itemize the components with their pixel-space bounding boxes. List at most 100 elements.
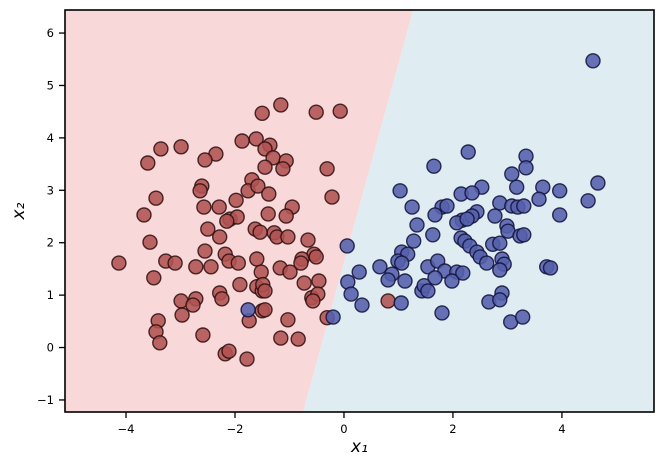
scatter-point-class-red <box>142 234 158 250</box>
x-tick-label: 0 <box>340 422 347 436</box>
scatter-point-class-red <box>296 275 312 291</box>
y-tick-label: 0 <box>47 341 54 355</box>
scatter-point-class-blue <box>492 292 508 308</box>
scatter-point-class-blue <box>504 166 520 182</box>
scatter-point-class-red <box>273 97 289 113</box>
scatter-point-class-red <box>324 189 340 205</box>
scatter-point-class-blue <box>339 238 355 254</box>
scatter-point-class-red <box>253 264 269 280</box>
scatter-point-class-red <box>293 255 309 271</box>
scatter-point-class-blue <box>439 198 455 214</box>
scatter-point-class-blue <box>580 193 596 209</box>
scatter-point-class-blue <box>531 191 547 207</box>
scatter-point-class-blue <box>425 227 441 243</box>
scatter-point-class-blue <box>516 227 532 243</box>
scatter-point-class-blue <box>427 270 443 286</box>
scatter-point-class-blue <box>392 183 408 199</box>
scatter-point-class-blue <box>585 53 601 69</box>
scatter-point-class-blue <box>515 309 531 325</box>
y-tick-label: 6 <box>47 26 54 40</box>
scatter-point-class-red <box>257 302 273 318</box>
scatter-point-class-red <box>188 259 204 275</box>
scatter-point-class-blue <box>426 158 442 174</box>
scatter-point-class-red <box>148 190 164 206</box>
scatter-point-class-red <box>211 229 228 245</box>
scatter-point-class-red <box>173 139 189 155</box>
scatter-point-class-red <box>300 232 316 248</box>
scatter-point-class-blue <box>518 160 534 176</box>
scatter-point-class-red <box>248 131 264 147</box>
scatter-point-class-red <box>254 105 270 122</box>
scatter-point-class-red <box>249 251 265 267</box>
scatter-point-class-blue <box>354 297 370 313</box>
scatter-point-class-red <box>257 159 273 175</box>
scatter-point-class-blue <box>380 272 396 288</box>
scatter-point-class-red <box>221 343 237 359</box>
scatter-point-class-red <box>308 104 324 120</box>
scatter-point-class-red <box>282 264 298 280</box>
scatter-point-class-blue <box>460 144 476 160</box>
scatter-point-class-blue <box>427 207 443 223</box>
scatter-point-class-blue <box>516 198 532 214</box>
scatter-point-class-red <box>234 133 250 149</box>
scatter-point-class-red <box>152 335 168 351</box>
scatter-point-class-red <box>278 208 294 224</box>
scatter-point-class-blue <box>444 273 460 289</box>
scatter-point-class-red <box>136 207 152 223</box>
scatter-point-class-red <box>211 199 227 215</box>
scatter-point-class-blue <box>464 185 480 201</box>
scatter-point-class-red <box>252 224 268 240</box>
scatter-point-class-red <box>153 141 169 157</box>
scatter-point-class-red <box>195 327 211 343</box>
scatter-point-class-blue <box>509 179 525 195</box>
scatter-point-class-blue <box>487 208 503 224</box>
x-tick-label: −4 <box>118 422 135 436</box>
scatter-point-class-red <box>230 255 247 271</box>
scatter-point-class-blue <box>552 207 568 223</box>
scatter-point-class-red <box>146 270 162 286</box>
scatter-point-class-red <box>380 293 396 309</box>
scatter-point-class-red <box>332 103 348 119</box>
scatter-point-class-blue <box>459 211 475 227</box>
scatter-point-class-blue <box>409 217 425 233</box>
scatter-point-class-blue <box>479 255 495 271</box>
scatter-point-class-red <box>192 183 208 199</box>
scatter-point-class-red <box>275 161 291 177</box>
scatter-point-class-red <box>280 312 296 328</box>
scatter-point-class-red <box>232 276 248 293</box>
scatter-point-class-red <box>200 221 216 237</box>
scatter-point-class-blue <box>372 259 388 275</box>
scatter-point-class-blue <box>325 309 341 325</box>
scatter-point-class-red <box>185 297 201 313</box>
x-tick-label: 4 <box>558 422 565 436</box>
scatter-point-class-blue <box>404 199 420 215</box>
scatter-point-class-blue <box>552 183 568 199</box>
y-tick-label: 5 <box>47 78 54 92</box>
scatter-point-class-red <box>197 243 213 259</box>
x-tick-label: 2 <box>449 422 456 436</box>
scatter-point-class-red <box>140 155 156 171</box>
y-tick-label: 1 <box>47 288 54 302</box>
scatter-point-class-red <box>319 161 335 177</box>
x-axis-label: x₁ <box>350 437 368 457</box>
scatter-point-class-blue <box>542 260 559 276</box>
scatter-point-class-blue <box>343 286 359 302</box>
scatter-point-class-red <box>305 293 321 309</box>
scatter-point-class-red <box>214 291 230 307</box>
y-tick-label: −1 <box>37 393 54 407</box>
scatter-point-class-red <box>111 255 127 271</box>
scatter-point-class-blue <box>590 175 606 191</box>
plot-frame <box>64 9 655 413</box>
scatter-point-class-blue <box>420 283 436 299</box>
scatter-point-class-red <box>250 178 266 194</box>
scatter-point-class-red <box>196 199 212 215</box>
scatter-point-class-blue <box>394 255 410 271</box>
scatter-point-class-red <box>273 330 289 346</box>
scatter-point-class-red <box>311 273 327 289</box>
scatter-point-class-red <box>174 307 190 323</box>
scatter-point-class-red <box>308 249 324 265</box>
scatter-point-class-red <box>239 351 255 367</box>
scatter-point-class-red <box>261 186 277 202</box>
